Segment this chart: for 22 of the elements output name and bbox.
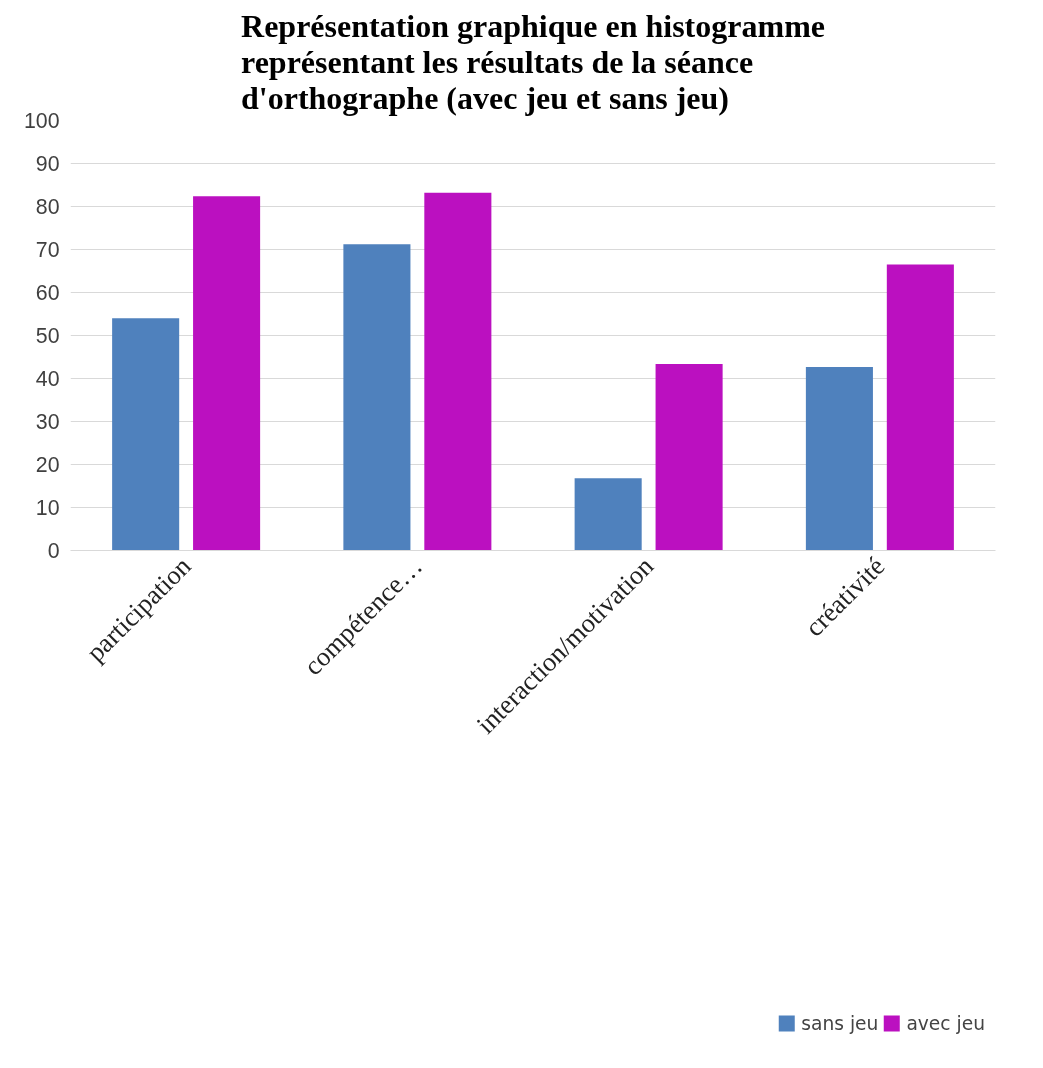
bar (193, 196, 261, 551)
y-tick-label: 60 (35, 281, 60, 305)
y-tick-label: 20 (35, 453, 60, 477)
y-tick-label: 90 (35, 152, 60, 176)
bar (886, 264, 954, 551)
bar (574, 478, 642, 551)
legend-label: sans jeu (801, 1012, 879, 1034)
bar (805, 366, 873, 551)
bar (343, 244, 411, 551)
y-tick-label: 100 (23, 109, 60, 133)
legend-label: avec jeu (906, 1012, 985, 1034)
y-tick-label: 80 (35, 195, 60, 219)
bar (112, 318, 180, 551)
y-tick-label: 10 (35, 496, 60, 520)
y-tick-label: 50 (35, 324, 60, 348)
bar (655, 363, 723, 551)
y-tick-label: 0 (47, 539, 60, 563)
y-tick-label: 30 (35, 410, 60, 434)
y-tick-label: 70 (35, 238, 60, 262)
y-tick-label: 40 (35, 367, 60, 391)
chart-title: Représentation graphique en histogramme représentant les résultats de la séance d'orthographe (avec jeu et sans jeu) (241, 7, 825, 116)
bar (424, 192, 492, 551)
